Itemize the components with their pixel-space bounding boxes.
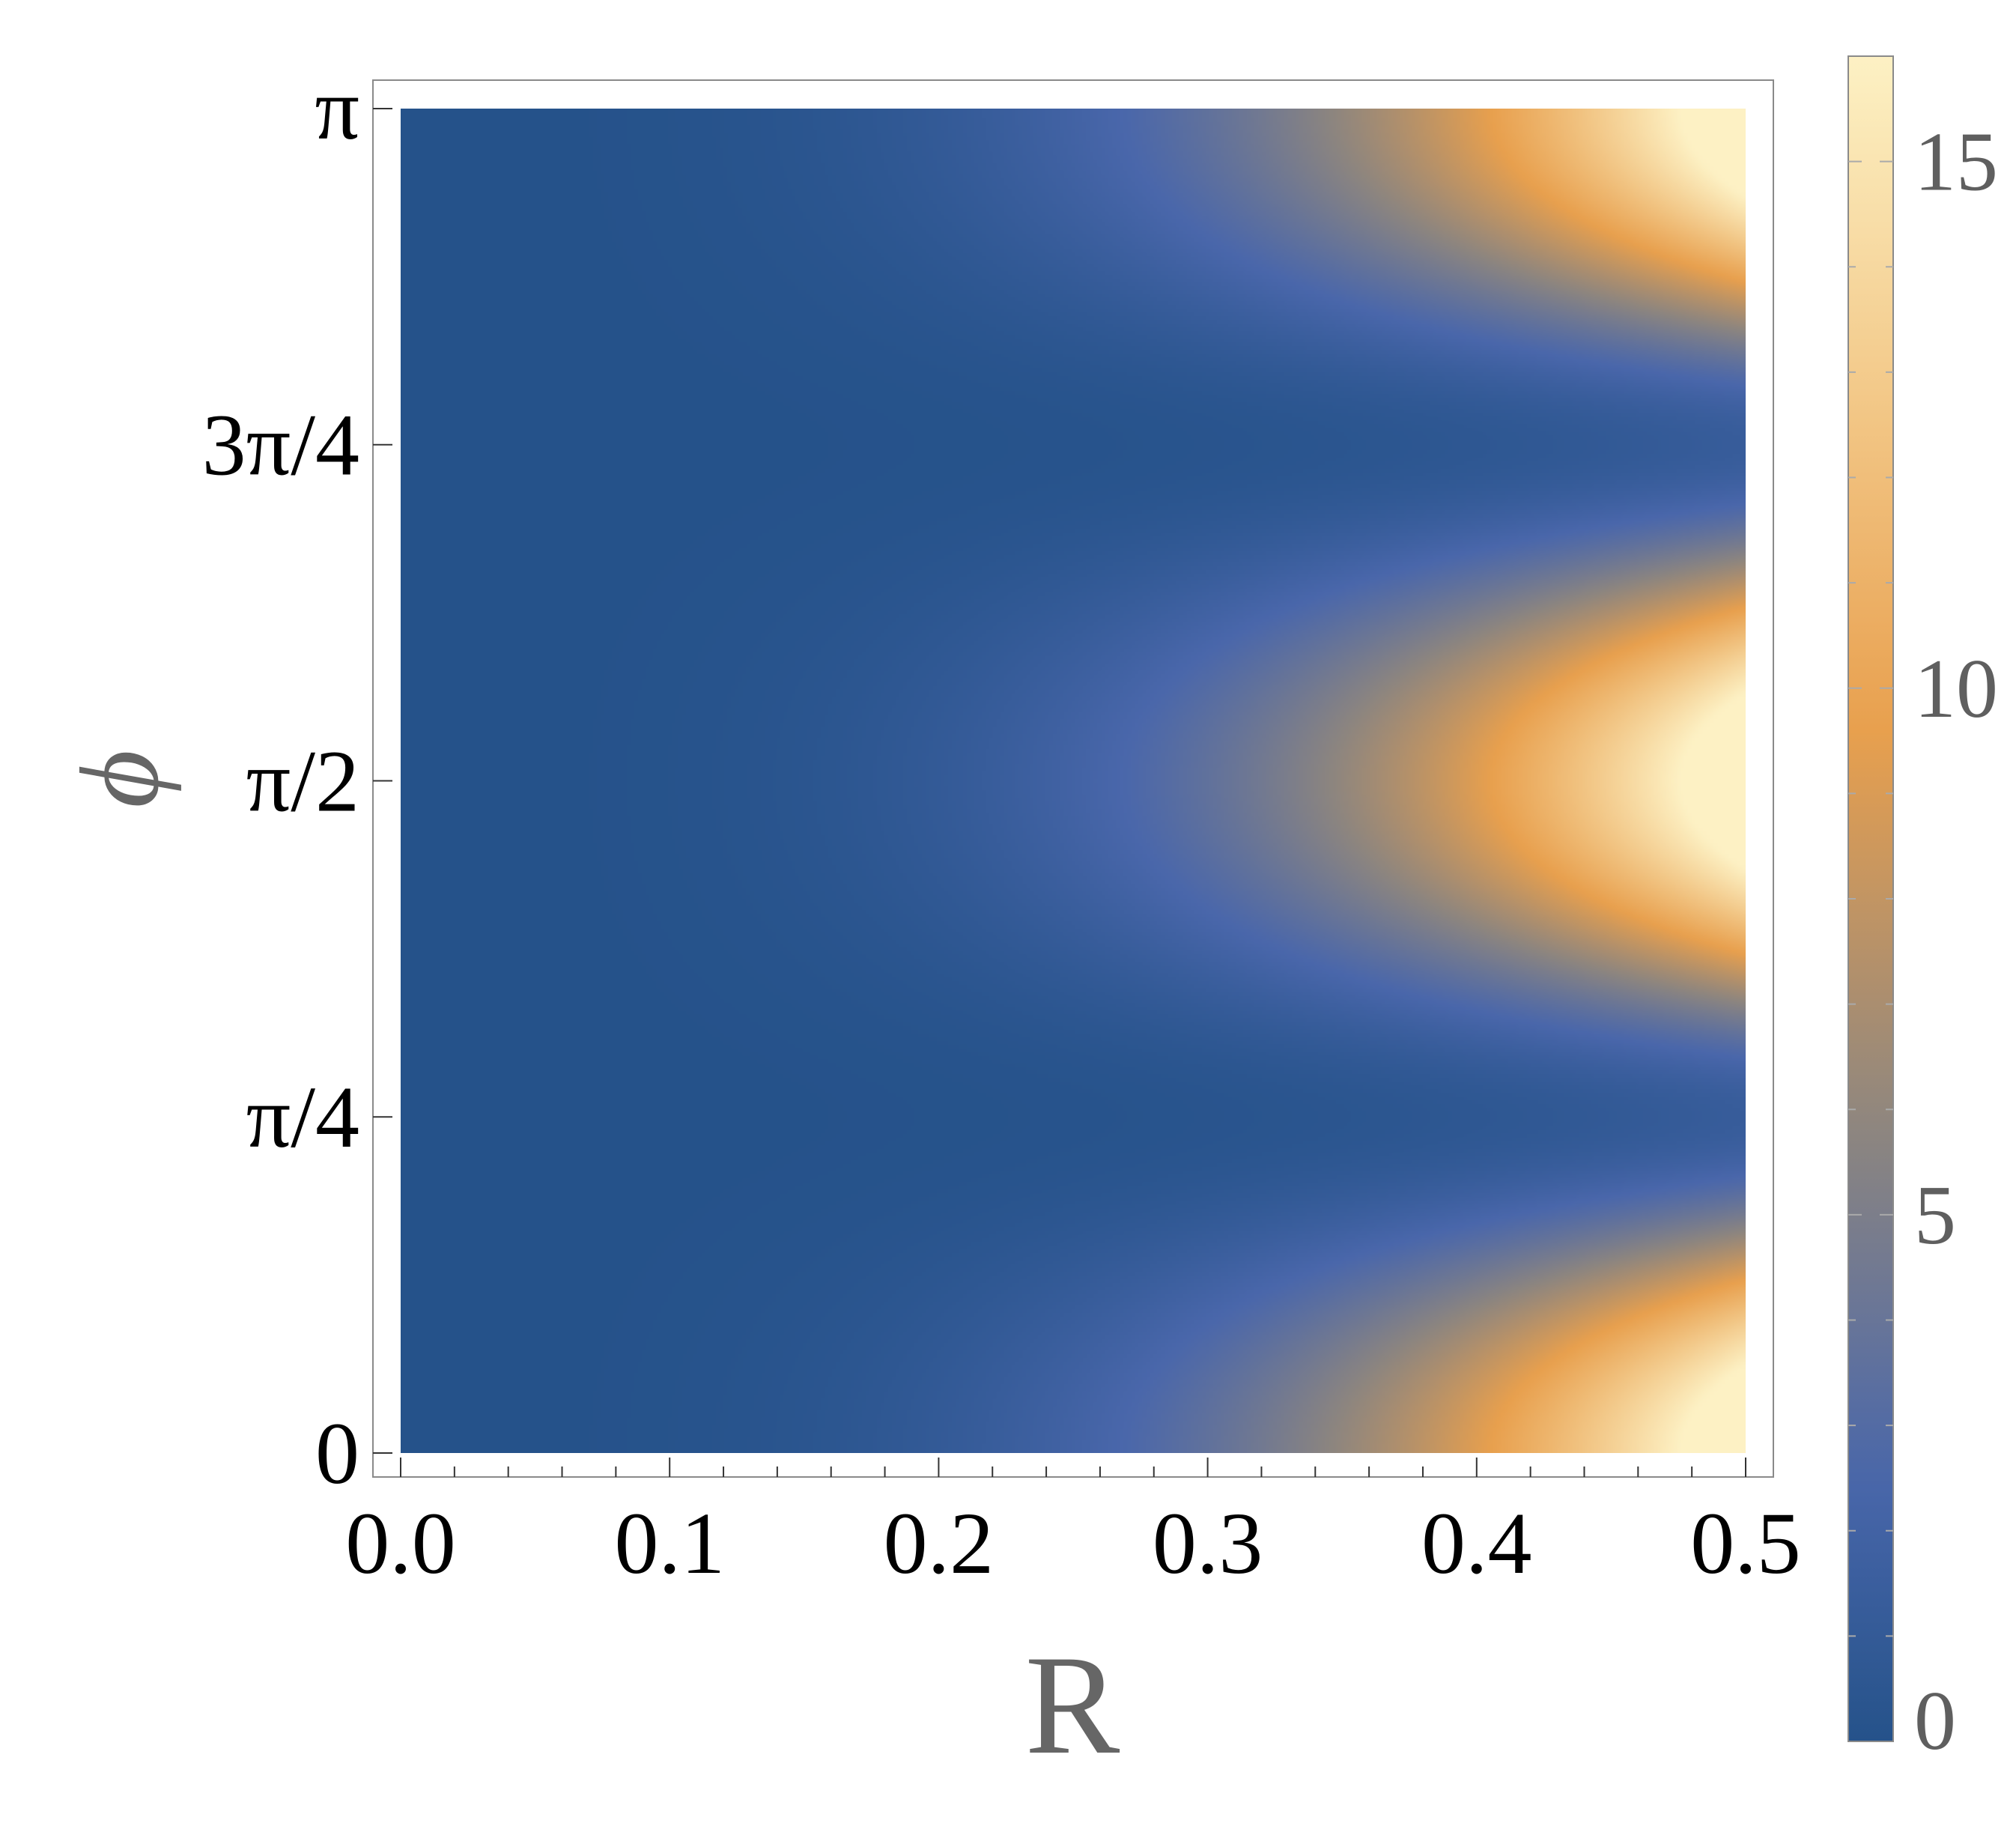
x-tick-label: 0.3 (1153, 1494, 1263, 1592)
x-tick-label: 0.2 (884, 1494, 995, 1592)
x-tick-label: 0.4 (1421, 1494, 1532, 1592)
colorbar-tick-label: 15 (1914, 116, 1998, 209)
y-tick-label: π/2 (246, 732, 359, 830)
colorbar-axis: 0 5 10 15 (1848, 116, 1998, 1768)
heatmap-image (401, 109, 1746, 1453)
colorbar-tick-label: 5 (1914, 1169, 1956, 1262)
y-axis-title: ϕ (58, 750, 182, 808)
colorbar-tick-label: 0 (1914, 1675, 1956, 1768)
y-tick-label: π (315, 60, 359, 158)
colorbar-tick-label: 10 (1914, 643, 1998, 735)
y-tick-label: 0 (315, 1404, 359, 1502)
x-axis-title: R (1025, 1627, 1120, 1784)
x-tick-label: 0.5 (1690, 1494, 1801, 1592)
x-tick-label: 0.1 (614, 1494, 725, 1592)
x-axis: 0.0 0.1 0.2 0.3 0.4 0.5 (345, 1458, 1801, 1592)
y-tick-label: π/4 (246, 1068, 359, 1166)
y-axis: 0 π/4 π/2 3π/4 π (202, 60, 392, 1502)
y-tick-label: 3π/4 (202, 396, 359, 494)
x-tick-label: 0.0 (345, 1494, 456, 1592)
